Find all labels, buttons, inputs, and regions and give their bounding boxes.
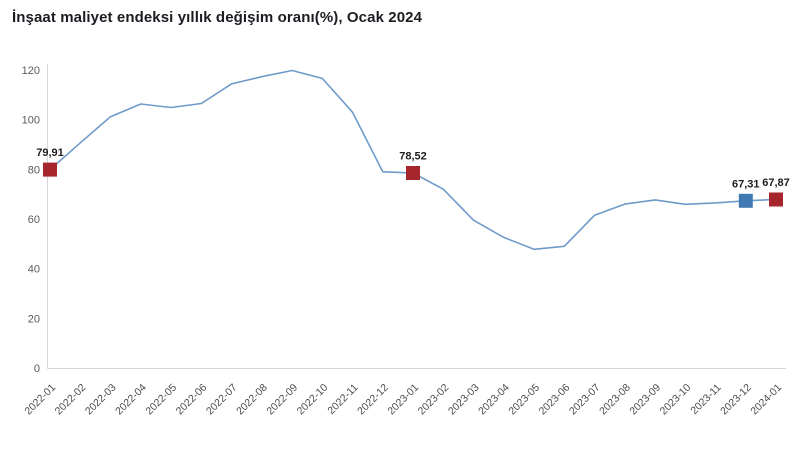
y-axis-tick-labels: 0 20 40 60 80 100 120 — [22, 65, 40, 375]
x-tick-label: 2022-09 — [264, 382, 300, 418]
data-point-label-2022-01: 79,91 — [36, 147, 64, 159]
y-tick-label: 100 — [22, 115, 40, 127]
data-point-label-2024-01: 67,87 — [762, 177, 790, 189]
x-tick-label: 2024-01 — [748, 382, 784, 418]
data-point-marker-2022-01 — [43, 162, 57, 177]
x-tick-label: 2023-08 — [597, 382, 633, 418]
chart-title: İnşaat maliyet endeksi yıllık değişim or… — [12, 9, 423, 26]
x-tick-label: 2022-11 — [325, 382, 360, 417]
y-tick-label: 0 — [34, 363, 40, 375]
x-tick-label: 2023-12 — [718, 382, 754, 418]
data-point-label-2023-01: 78,52 — [399, 151, 427, 163]
x-tick-label: 2023-09 — [627, 382, 663, 418]
data-labels-group: 79,91 78,52 67,31 67,87 — [36, 147, 790, 190]
x-tick-label: 2023-04 — [476, 382, 512, 418]
x-tick-label: 2023-03 — [446, 382, 482, 418]
x-tick-label: 2023-01 — [385, 382, 421, 418]
data-point-label-2023-12: 67,31 — [732, 178, 760, 190]
x-tick-label: 2022-01 — [22, 382, 58, 418]
x-tick-label: 2022-10 — [295, 382, 331, 418]
data-point-marker-2023-12 — [738, 193, 753, 208]
x-tick-label: 2023-11 — [688, 382, 723, 417]
x-tick-label: 2022-05 — [143, 382, 179, 418]
x-tick-label: 2022-07 — [204, 382, 240, 418]
x-tick-label: 2022-04 — [113, 382, 149, 418]
x-tick-label: 2022-08 — [234, 382, 270, 418]
x-tick-label: 2023-02 — [416, 382, 452, 418]
annotated-markers-group — [43, 162, 783, 208]
y-tick-label: 120 — [22, 65, 40, 77]
data-point-marker-2024-01 — [769, 192, 783, 207]
x-axis-tick-labels: 2022-012022-022022-032022-042022-052022-… — [22, 382, 784, 418]
y-tick-label: 20 — [28, 313, 40, 325]
x-tick-label: 2022-12 — [355, 382, 391, 418]
x-tick-label: 2023-06 — [537, 382, 573, 418]
data-point-marker-2023-01 — [406, 166, 420, 180]
y-tick-label: 40 — [28, 264, 40, 276]
x-tick-label: 2022-06 — [174, 382, 210, 418]
x-tick-label: 2022-03 — [83, 382, 119, 418]
x-tick-label: 2023-10 — [658, 382, 694, 418]
y-tick-label: 80 — [28, 164, 40, 176]
y-tick-label: 60 — [28, 214, 40, 226]
x-tick-label: 2023-05 — [506, 382, 542, 418]
x-tick-label: 2022-02 — [53, 382, 89, 418]
x-tick-label: 2023-07 — [567, 382, 603, 418]
